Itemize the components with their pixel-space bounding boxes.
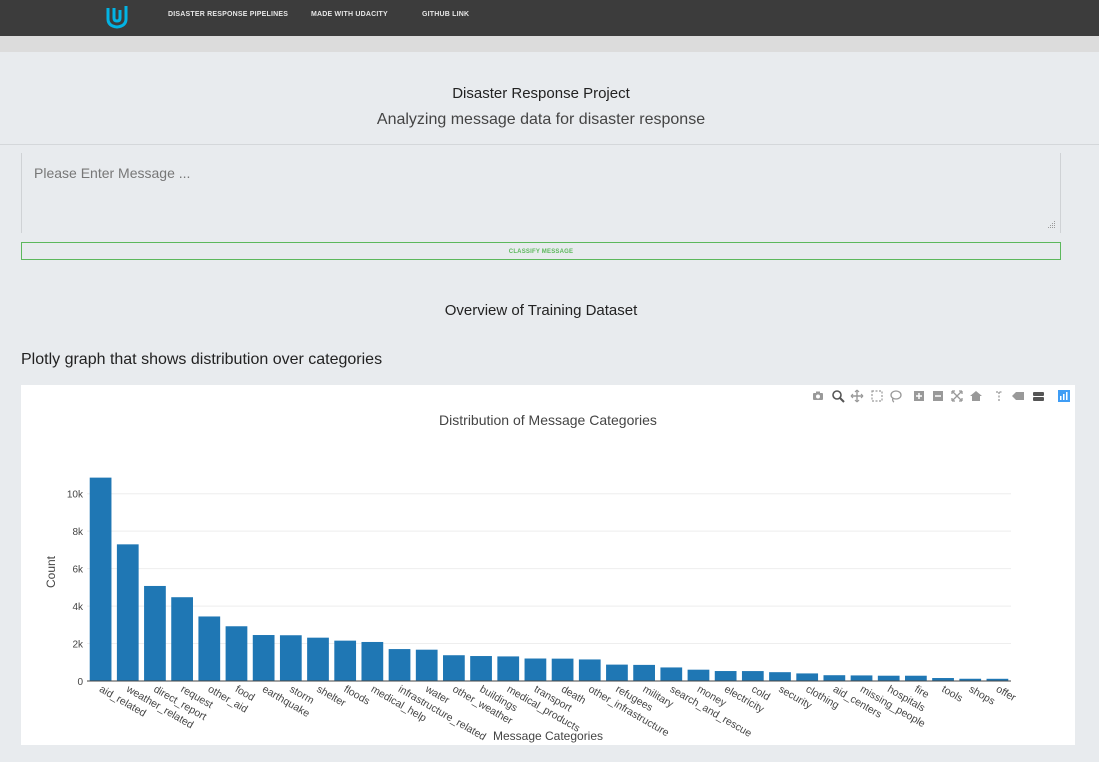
- bar-security: [769, 672, 791, 681]
- hover-compare-icon[interactable]: [1031, 389, 1045, 403]
- lasso-icon[interactable]: [889, 389, 903, 403]
- x-tick-label: offer: [994, 683, 1018, 704]
- bar-other_aid: [198, 616, 221, 681]
- y-tick-label: 8k: [72, 527, 84, 538]
- zoom-out-icon[interactable]: [931, 389, 945, 403]
- bar-medical_products: [497, 656, 520, 681]
- plot-modebar: [811, 389, 1071, 403]
- zoom-icon[interactable]: [831, 389, 845, 403]
- bar-fire: [905, 675, 927, 681]
- bar-search_and_rescue: [660, 667, 683, 681]
- message-box: [21, 153, 1061, 233]
- chart-title: Distribution of Message Categories: [439, 412, 657, 428]
- nav-link-disaster-response-pipelines[interactable]: DISASTER RESPONSE PIPELINES: [168, 11, 289, 18]
- bar-storm: [279, 635, 302, 681]
- bar-aid_related: [89, 477, 112, 681]
- spike-lines-icon[interactable]: [992, 389, 1006, 403]
- message-input[interactable]: [22, 153, 1060, 233]
- x-tick-label: shops: [967, 683, 997, 707]
- udacity-logo[interactable]: [104, 4, 130, 30]
- bar-buildings: [470, 656, 492, 681]
- zoom-in-icon[interactable]: [912, 389, 926, 403]
- graph-heading: Plotly graph that shows distribution ove…: [21, 351, 383, 368]
- bar-hospitals: [877, 675, 900, 681]
- bar-electricity: [714, 671, 737, 681]
- bar-transport: [524, 658, 547, 681]
- bar-missing_people: [850, 675, 873, 681]
- x-tick-label: shelter: [315, 683, 349, 709]
- y-tick-label: 4k: [72, 602, 84, 613]
- nav-link-github[interactable]: GITHUB LINK: [422, 11, 470, 18]
- bar-water: [415, 649, 438, 681]
- bar-other_weather: [443, 655, 465, 681]
- plotly-logo-icon[interactable]: [1057, 389, 1071, 403]
- reset-axes-icon[interactable]: [969, 389, 983, 403]
- navbar: DISASTER RESPONSE PIPELINES MADE WITH UD…: [0, 0, 1099, 36]
- pan-icon[interactable]: [850, 389, 864, 403]
- y-tick-label: 10k: [67, 490, 84, 501]
- bar-shops: [959, 678, 982, 681]
- nav-link-made-with-udacity[interactable]: MADE WITH UDACITY: [311, 11, 388, 18]
- x-tick-label: floods: [342, 683, 372, 707]
- y-tick-label: 2k: [72, 640, 84, 651]
- page-subtitle: Analyzing message data for disaster resp…: [376, 111, 706, 128]
- bar-tools: [932, 678, 954, 681]
- bar-food: [225, 626, 248, 681]
- x-axis-title: Message Categories: [493, 729, 603, 743]
- bar-medical_help: [361, 641, 384, 681]
- bar-money: [687, 669, 710, 681]
- bar-cold: [741, 671, 764, 681]
- bar-infrastructure_related: [388, 649, 411, 681]
- resize-grip-icon[interactable]: [1048, 221, 1056, 229]
- bar-military: [633, 664, 655, 681]
- classify-message-button[interactable]: CLASSIFY MESSAGE: [21, 242, 1061, 260]
- bar-refugees: [606, 664, 628, 681]
- bar-other_infrastructure: [578, 659, 601, 681]
- overview-heading: Overview of Training Dataset: [444, 302, 638, 319]
- page-title: Disaster Response Project: [452, 85, 630, 102]
- bar-floods: [334, 640, 357, 681]
- box-select-icon[interactable]: [870, 389, 884, 403]
- camera-icon[interactable]: [811, 389, 825, 403]
- bar-weather_related: [116, 544, 139, 681]
- bar-direct_report: [144, 585, 166, 681]
- bar-death: [551, 658, 574, 681]
- bar-request: [171, 597, 193, 681]
- bar-clothing: [796, 673, 819, 681]
- y-tick-label: 0: [77, 677, 83, 688]
- bar-shelter: [307, 637, 329, 681]
- bar-earthquake: [252, 635, 275, 681]
- plot-container: Distribution of Message Categories 0 2k 4k 6…: [21, 385, 1075, 745]
- bar-offer: [986, 678, 1009, 681]
- hover-closest-icon[interactable]: [1011, 389, 1025, 403]
- jumbotron: Disaster Response Project Analyzing mess…: [0, 52, 1099, 145]
- bar-aid_centers: [823, 675, 846, 681]
- autoscale-icon[interactable]: [950, 389, 964, 403]
- x-tick-label: tools: [940, 683, 965, 704]
- y-axis-title: Count: [44, 555, 58, 588]
- header-band: [0, 36, 1099, 52]
- bar-chart: Distribution of Message Categories 0 2k 4k 6…: [44, 412, 1018, 743]
- y-tick-label: 6k: [72, 565, 84, 576]
